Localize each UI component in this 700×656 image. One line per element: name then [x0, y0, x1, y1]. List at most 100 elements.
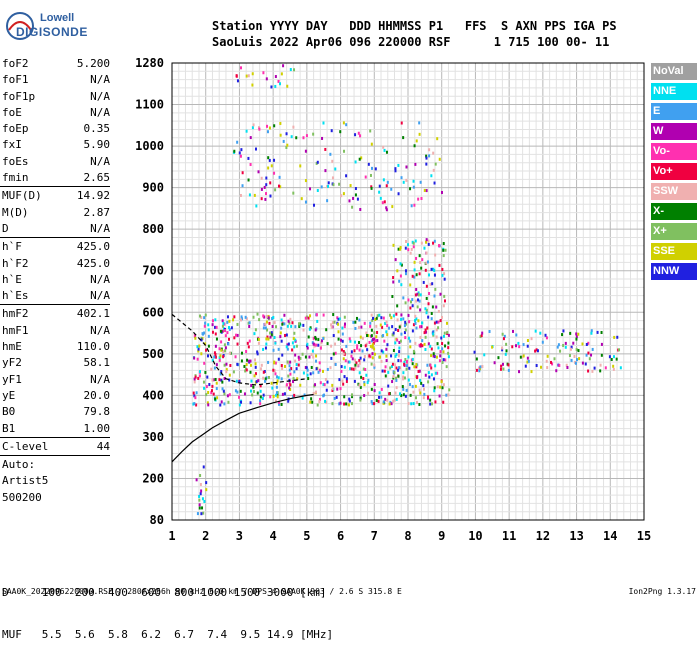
y-tick-label: 200 — [142, 471, 164, 485]
echo-point — [415, 363, 418, 367]
echo-point — [437, 309, 440, 313]
echo-point — [370, 387, 373, 391]
echo-point — [220, 378, 223, 382]
echo-point — [223, 392, 226, 396]
echo-point — [330, 344, 333, 348]
echo-point — [400, 121, 403, 125]
param-row: fmin 2.65 — [0, 170, 110, 186]
echo-point — [317, 370, 320, 374]
echo-point — [402, 296, 405, 300]
echo-point — [385, 354, 388, 358]
echo-point — [404, 246, 407, 250]
echo-point — [210, 389, 213, 393]
echo-point — [371, 318, 374, 322]
param-value: 44 — [96, 439, 110, 453]
echo-point — [277, 357, 280, 361]
echo-point — [397, 359, 400, 363]
echo-point — [244, 315, 247, 319]
echo-point — [438, 263, 441, 267]
echo-point — [505, 349, 508, 353]
param-name: foEp — [2, 122, 29, 136]
echo-point — [374, 317, 377, 321]
echo-point — [259, 402, 262, 406]
echo-point — [361, 336, 364, 340]
echo-point — [587, 351, 590, 355]
echo-point — [236, 333, 239, 337]
echo-point — [371, 345, 374, 349]
echo-point — [266, 335, 269, 339]
param-separator — [0, 304, 110, 306]
echo-point — [257, 337, 260, 341]
echo-point — [256, 352, 259, 356]
echo-point — [213, 351, 216, 355]
echo-point — [262, 71, 265, 75]
echo-point — [301, 396, 304, 400]
echo-point — [444, 358, 447, 362]
echo-point — [270, 333, 273, 337]
echo-point — [402, 393, 405, 397]
echo-point — [269, 194, 272, 198]
echo-point — [419, 325, 422, 329]
echo-point — [363, 383, 366, 387]
echo-point — [193, 394, 196, 398]
echo-point — [427, 239, 430, 243]
echo-point — [588, 357, 591, 361]
echo-point — [429, 282, 432, 286]
echo-point — [435, 305, 438, 309]
echo-point — [367, 334, 370, 338]
echo-point — [354, 320, 357, 324]
echo-point — [618, 348, 621, 352]
echo-point — [200, 512, 203, 516]
echo-point — [392, 376, 395, 380]
echo-point — [349, 339, 352, 343]
echo-point — [360, 344, 363, 348]
echo-point — [392, 331, 395, 335]
echo-point — [415, 376, 418, 380]
echo-point — [264, 326, 267, 330]
echo-point — [259, 384, 262, 388]
echo-point — [370, 339, 373, 343]
echo-point — [220, 348, 223, 352]
echo-point — [371, 402, 374, 406]
echo-point — [507, 368, 510, 372]
echo-point — [412, 185, 415, 189]
x-tick-label: 5 — [303, 529, 310, 543]
echo-point — [357, 131, 360, 135]
echo-point — [228, 351, 231, 355]
echo-point — [369, 321, 372, 325]
echo-point — [411, 357, 414, 361]
echo-point — [271, 386, 274, 390]
echo-point — [313, 344, 316, 348]
echo-point — [422, 396, 425, 400]
echo-point — [296, 377, 299, 381]
echo-point — [211, 378, 214, 382]
echo-point — [327, 181, 330, 185]
echo-point — [287, 319, 290, 323]
echo-point — [298, 324, 301, 328]
echo-point — [213, 355, 216, 359]
echo-point — [247, 74, 250, 78]
echo-point — [221, 380, 224, 384]
echo-point — [442, 248, 445, 252]
echo-point — [526, 338, 529, 342]
echo-point — [278, 175, 281, 179]
echo-point — [343, 322, 346, 326]
echo-point — [437, 244, 440, 248]
param-row: hmE 110.0 — [0, 339, 110, 355]
echo-point — [404, 328, 407, 332]
echo-point — [354, 363, 357, 367]
echo-point — [245, 363, 248, 367]
echo-point — [300, 197, 303, 201]
echo-point — [400, 176, 403, 180]
echo-point — [432, 377, 435, 381]
echo-point — [371, 338, 374, 342]
echo-point — [314, 328, 317, 332]
echo-point — [358, 348, 361, 352]
echo-point — [544, 333, 547, 337]
echo-point — [314, 383, 317, 387]
echo-point — [343, 315, 346, 319]
echo-point — [271, 324, 274, 328]
echo-point — [198, 498, 201, 502]
param-name: foF1 — [2, 73, 29, 87]
echo-point — [273, 335, 276, 339]
